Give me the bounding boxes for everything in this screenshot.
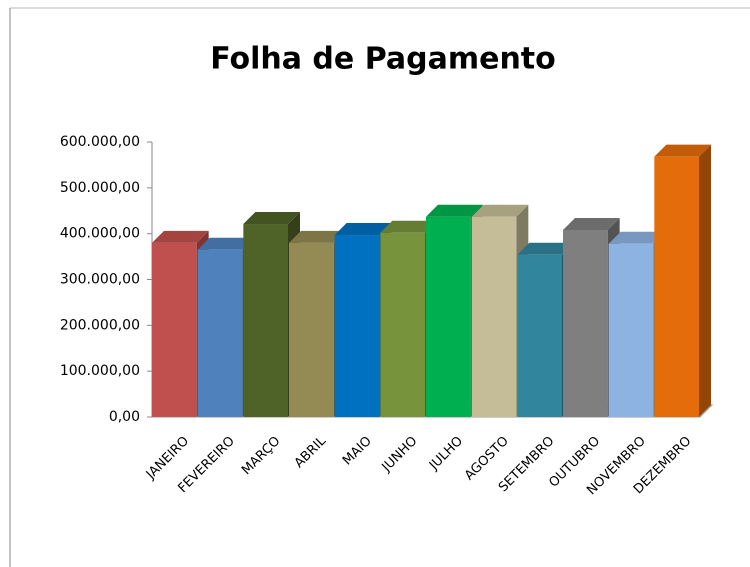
- bar-top: [380, 220, 437, 233]
- bar-top: [563, 218, 620, 230]
- y-tick-label: 200.000,00: [60, 317, 140, 333]
- bar-top: [289, 230, 346, 243]
- bar: [334, 235, 380, 417]
- bar: [563, 230, 608, 417]
- bar: [152, 242, 197, 417]
- bar: [380, 232, 425, 417]
- bar-top: [152, 230, 209, 243]
- y-tick-label: 100.000,00: [60, 363, 140, 379]
- bar-top: [426, 204, 483, 217]
- bar-top: [654, 144, 711, 157]
- y-tick-label: 600.000,00: [60, 134, 140, 150]
- bar: [426, 216, 471, 417]
- bar: [654, 156, 699, 417]
- y-tick-label: 500.000,00: [60, 180, 140, 196]
- bar-top: [243, 212, 300, 225]
- bar: [197, 249, 243, 417]
- bar: [243, 224, 288, 417]
- bar-top: [334, 223, 392, 236]
- bar-top: [517, 242, 574, 255]
- y-tick-label: 400.000,00: [60, 226, 140, 242]
- bar-top: [608, 231, 666, 244]
- bar-top: [471, 204, 529, 217]
- bar: [289, 242, 334, 417]
- bar-top: [197, 237, 255, 250]
- bar: [608, 243, 654, 417]
- y-tick-label: 0,00: [109, 409, 140, 425]
- bar: [517, 254, 562, 417]
- chart-title: Folha de Pagamento: [210, 42, 556, 77]
- bar: [471, 216, 517, 417]
- y-tick-label: 300.000,00: [60, 272, 140, 288]
- bar-side: [699, 144, 711, 417]
